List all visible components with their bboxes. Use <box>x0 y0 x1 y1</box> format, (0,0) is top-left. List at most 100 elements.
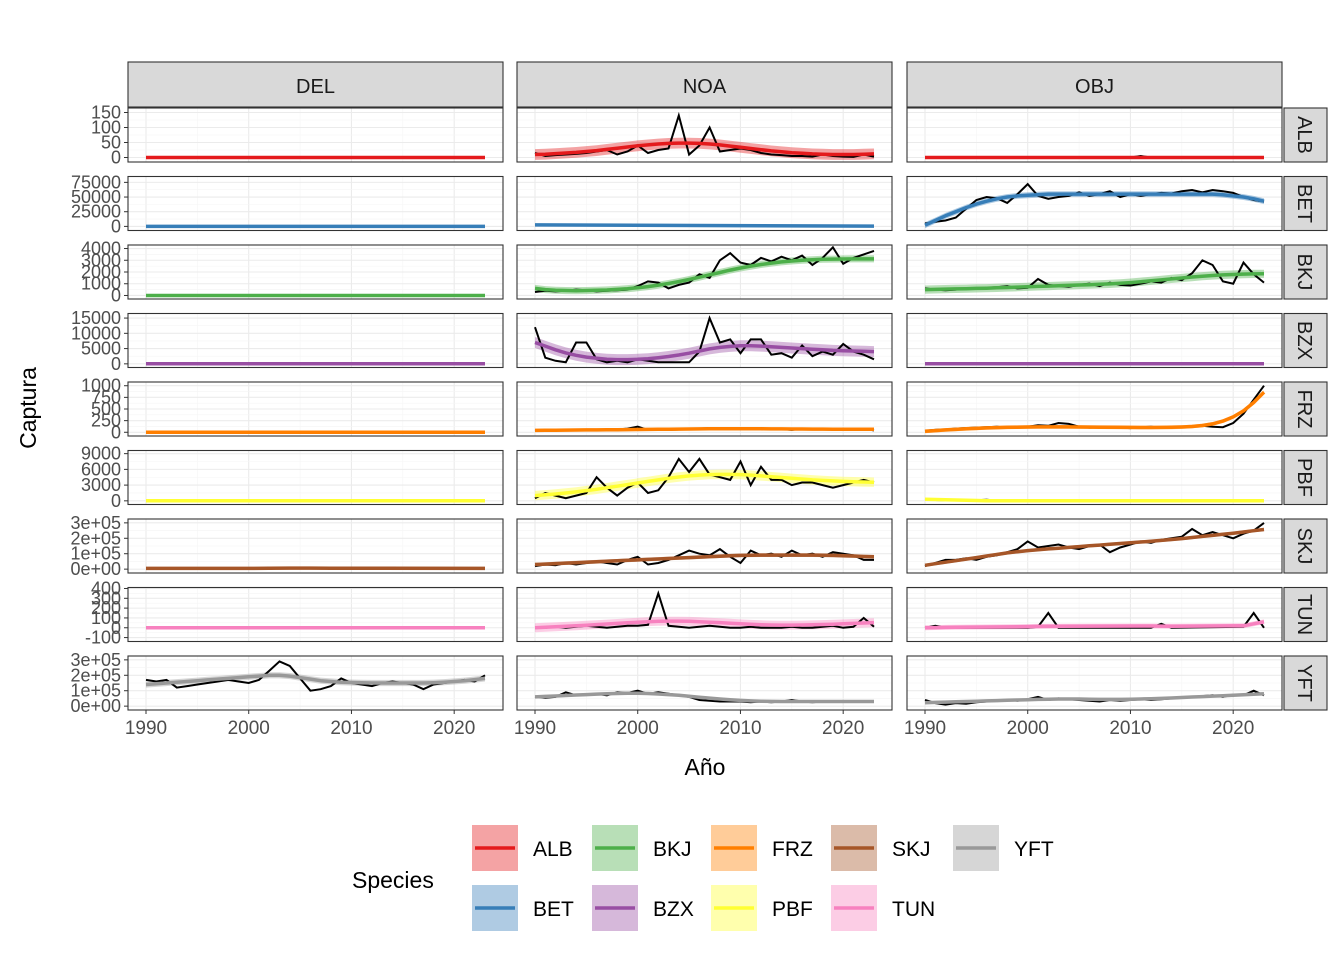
panel-gridlines <box>517 245 892 299</box>
panel-background <box>907 313 1282 368</box>
panel-noa-pbf <box>516 449 893 506</box>
facet-strip-del <box>127 61 504 108</box>
panel-noa-yft <box>516 655 893 711</box>
y-tick-label: 3000 <box>81 475 121 495</box>
panel-border <box>906 655 1283 711</box>
panel-border <box>127 175 504 232</box>
smooth-line-bet <box>924 192 1265 227</box>
y-tick-label: 0 <box>111 354 121 374</box>
x-tick-label: 2020 <box>822 718 864 739</box>
smooth-line-bzx <box>534 340 875 362</box>
smooth-line-skj <box>534 553 875 567</box>
y-tick-label: 1e+05 <box>70 681 121 701</box>
x-tick-label: 1990 <box>514 718 556 739</box>
panel-border <box>127 381 504 437</box>
smooth-line-frz <box>534 427 874 433</box>
legend-item-bet: BET <box>472 885 574 931</box>
y-tick-label: 100 <box>91 608 121 628</box>
panel-border <box>516 107 893 163</box>
legend-label: BZX <box>653 898 694 921</box>
smooth-line-alb <box>534 141 875 157</box>
legend-label: YFT <box>1014 838 1054 861</box>
x-tick-label: 2000 <box>617 718 659 739</box>
x-tick-label: 2000 <box>1007 718 1049 739</box>
panel-border <box>516 518 893 574</box>
facet-strip-frz <box>1283 381 1328 437</box>
panel-noa-bzx <box>516 312 893 369</box>
y-tick-label: 250 <box>91 411 121 431</box>
facet-strip-label: YFT <box>1293 664 1315 702</box>
panel-del-frz <box>127 381 504 437</box>
smooth-line-yft <box>145 673 486 687</box>
facet-strip-label: NOA <box>683 76 727 98</box>
panel-border <box>516 586 893 643</box>
observed-line-yft <box>145 660 486 692</box>
panel-data <box>924 611 1265 631</box>
y-tick-label: 3e+05 <box>70 650 121 670</box>
y-tick-label: 2000 <box>81 262 121 282</box>
y-tick-label: 2e+05 <box>70 528 121 548</box>
panel-data <box>145 660 486 692</box>
x-tick-label: 2000 <box>228 718 270 739</box>
y-tick-label: 1000 <box>81 274 121 294</box>
panel-border <box>906 244 1283 300</box>
panel-background <box>517 176 892 231</box>
y-tick-label: 0 <box>111 148 121 168</box>
panel-obj-yft <box>906 655 1283 711</box>
legend-item-bkj: BKJ <box>592 825 692 871</box>
legend-item-bzx: BZX <box>592 885 694 931</box>
panel-data <box>534 590 875 633</box>
panel-gridlines <box>517 382 892 436</box>
y-tick-label: 1e+05 <box>70 544 121 564</box>
panel-obj-bzx <box>906 312 1283 369</box>
panel-border <box>127 107 504 163</box>
panel-border <box>127 244 504 300</box>
y-tick-label: 0 <box>111 491 121 511</box>
smooth-line-bet <box>534 223 875 228</box>
y-tick-label: 75000 <box>71 172 121 192</box>
x-axis-title: Año <box>685 754 726 780</box>
panel-noa-alb <box>516 107 893 163</box>
panel-border <box>906 312 1283 369</box>
panel-border <box>516 175 893 232</box>
y-tick-label: 0 <box>111 422 121 442</box>
y-tick-label: 6000 <box>81 459 121 479</box>
panel-data <box>924 689 1265 706</box>
panel-noa-skj <box>516 518 893 574</box>
panel-border <box>127 655 504 711</box>
panel-data <box>534 315 875 366</box>
panel-border <box>516 655 893 711</box>
y-tick-label: 50 <box>101 133 121 153</box>
y-tick-label: 0e+00 <box>70 559 121 579</box>
legend-item-tun: TUN <box>831 885 935 931</box>
panel-data <box>534 111 875 160</box>
panel-del-bkj <box>127 244 504 300</box>
panel-data <box>534 547 875 568</box>
panel-obj-pbf <box>906 449 1283 506</box>
x-tick-label: 2020 <box>433 718 475 739</box>
x-tick-label: 2010 <box>330 718 372 739</box>
panels-layer: DEL NOA OBJALB050100150BET0250005000075000… <box>70 61 1328 739</box>
smooth-line-skj <box>924 527 1265 568</box>
legend-label: ALB <box>533 838 573 861</box>
legend-item-alb: ALB <box>472 825 573 871</box>
smooth-line-tun <box>534 619 875 630</box>
facet-strip-label: SKJ <box>1293 528 1315 565</box>
panel-gridlines <box>128 176 503 231</box>
smooth-line-pbf <box>534 472 875 498</box>
panel-del-pbf <box>127 449 504 506</box>
facet-strip-alb <box>1283 107 1328 163</box>
y-tick-label: 1000 <box>81 376 121 396</box>
observed-line-bzx <box>534 315 875 364</box>
y-tick-label: 100 <box>91 118 121 138</box>
y-tick-label: 5000 <box>81 339 121 359</box>
facet-strip-label: ALB <box>1293 116 1315 154</box>
panel-noa-bkj <box>516 244 893 300</box>
smooth-line-bkj <box>924 272 1265 292</box>
confidence-band-alb <box>535 137 874 160</box>
facet-strip-bet <box>1283 175 1328 232</box>
panel-noa-frz <box>516 381 893 437</box>
panel-border <box>127 586 504 643</box>
panel-data <box>534 689 874 704</box>
legend-label: SKJ <box>892 838 931 861</box>
